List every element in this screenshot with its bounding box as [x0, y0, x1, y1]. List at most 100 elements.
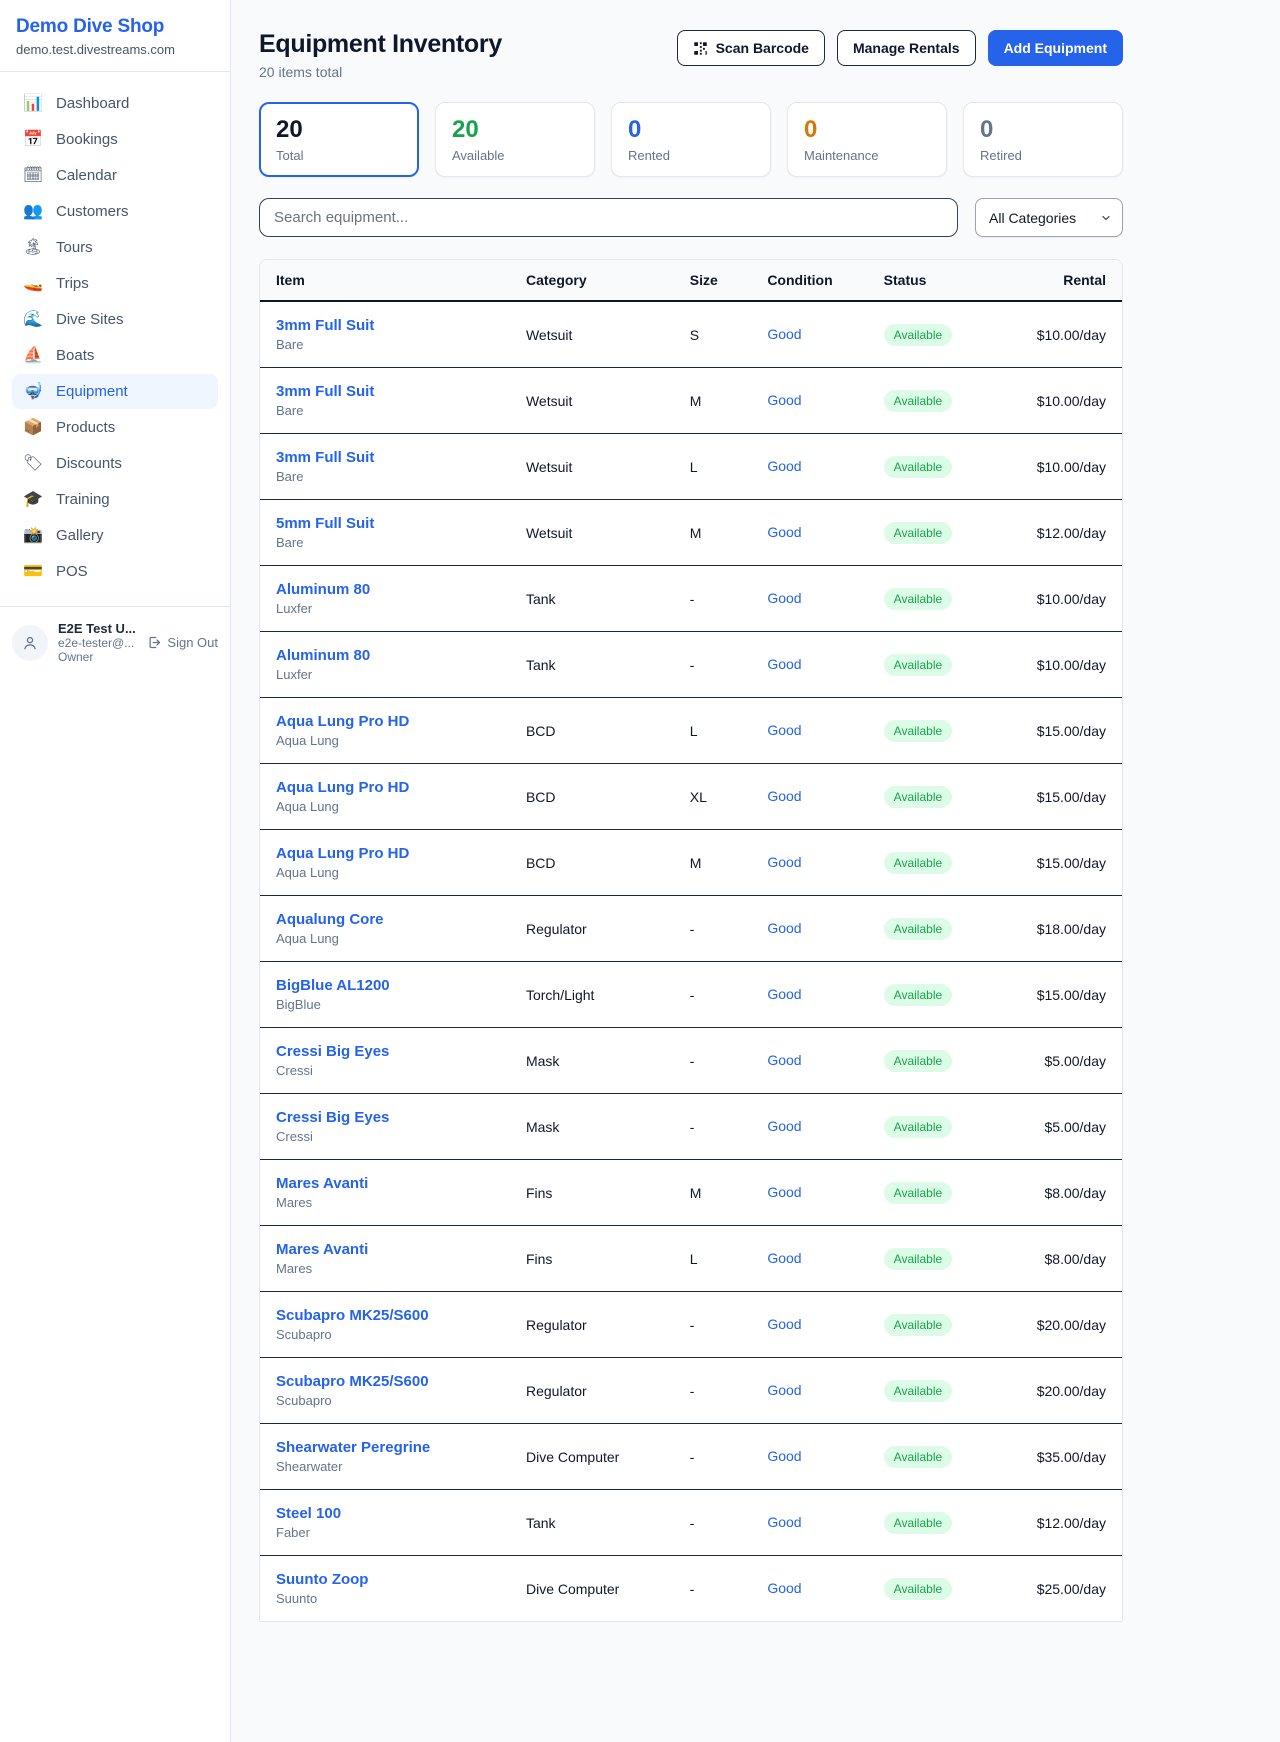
item-category: Wetsuit	[509, 301, 674, 368]
item-name-link[interactable]: Aqua Lung Pro HD	[276, 845, 410, 862]
item-size: S	[673, 301, 752, 368]
item-condition-link[interactable]: Good	[767, 325, 802, 342]
add-equipment-button[interactable]: Add Equipment	[987, 30, 1123, 66]
scan-barcode-button[interactable]: Scan Barcode	[676, 30, 825, 66]
diving-mask-icon: 🤿	[23, 382, 43, 400]
item-condition-link[interactable]: Good	[767, 1117, 802, 1134]
item-name-link[interactable]: Cressi Big Eyes	[276, 1043, 390, 1060]
sign-out-button[interactable]: Sign Out	[147, 635, 218, 650]
item-rental-rate: $35.00/day	[1001, 1423, 1122, 1490]
item-condition-link[interactable]: Good	[767, 1447, 802, 1464]
item-category: Mask	[509, 1027, 674, 1094]
sidebar-item-customers[interactable]: 👥 Customers	[12, 194, 218, 229]
item-size: L	[673, 1225, 752, 1292]
sidebar-item-discounts[interactable]: 🏷 Discounts	[12, 446, 218, 481]
sidebar-item-trips[interactable]: 🚤 Trips	[12, 266, 218, 301]
item-rental-rate: $15.00/day	[1001, 961, 1122, 1028]
status-badge: Available	[883, 323, 953, 346]
sidebar-item-pos[interactable]: 💳 POS	[12, 554, 218, 589]
manage-rentals-button[interactable]: Manage Rentals	[836, 30, 976, 66]
item-condition-link[interactable]: Good	[767, 1249, 802, 1266]
item-condition-link[interactable]: Good	[767, 1315, 802, 1332]
sidebar-item-label: Customers	[56, 203, 129, 220]
stat-card[interactable]: 0 Maintenance	[787, 102, 947, 177]
item-condition-link[interactable]: Good	[767, 721, 802, 738]
item-name-link[interactable]: Mares Avanti	[276, 1175, 369, 1192]
item-rental-rate: $8.00/day	[1001, 1225, 1122, 1292]
sidebar-item-equipment[interactable]: 🤿 Equipment	[12, 374, 218, 409]
item-condition-link[interactable]: Good	[767, 523, 802, 540]
item-name-link[interactable]: Scubapro MK25/S600	[276, 1373, 429, 1390]
item-name-link[interactable]: 3mm Full Suit	[276, 317, 375, 334]
item-name-link[interactable]: Steel 100	[276, 1505, 342, 1522]
item-condition-link[interactable]: Good	[767, 391, 802, 408]
item-name-link[interactable]: Aqua Lung Pro HD	[276, 713, 410, 730]
item-name-link[interactable]: Cressi Big Eyes	[276, 1109, 390, 1126]
sidebar: Demo Dive Shop demo.test.divestreams.com…	[0, 0, 231, 1742]
sidebar-item-products[interactable]: 📦 Products	[12, 410, 218, 445]
search-input[interactable]	[259, 198, 958, 237]
item-name-link[interactable]: Aqualung Core	[276, 911, 384, 928]
status-badge: Available	[883, 1577, 953, 1600]
sidebar-item-tours[interactable]: 🏝 Tours	[12, 230, 218, 265]
sidebar-item-label: Tours	[56, 239, 93, 256]
stat-card[interactable]: 20 Available	[435, 102, 595, 177]
item-condition-link[interactable]: Good	[767, 853, 802, 870]
stat-value: 0	[628, 116, 642, 143]
item-brand: Mares	[276, 1195, 313, 1210]
item-name-link[interactable]: 5mm Full Suit	[276, 515, 375, 532]
sidebar-item-training[interactable]: 🎓 Training	[12, 482, 218, 517]
column-header-condition: Condition	[751, 260, 868, 302]
item-condition-link[interactable]: Good	[767, 1579, 802, 1596]
item-size: M	[673, 1159, 752, 1226]
stat-card[interactable]: 0 Retired	[963, 102, 1123, 177]
item-brand: Aqua Lung	[276, 865, 339, 880]
item-size: L	[673, 697, 752, 764]
stat-card[interactable]: 20 Total	[259, 102, 419, 177]
item-condition-link[interactable]: Good	[767, 589, 802, 606]
item-category: Wetsuit	[509, 433, 674, 500]
header-actions: Scan Barcode Manage Rentals Add Equipmen…	[676, 30, 1123, 66]
item-name-link[interactable]: BigBlue AL1200	[276, 977, 390, 994]
item-condition-link[interactable]: Good	[767, 655, 802, 672]
category-filter-select[interactable]: All Categories	[975, 198, 1123, 237]
item-condition-link[interactable]: Good	[767, 919, 802, 936]
sidebar-item-label: Equipment	[56, 383, 128, 400]
item-name-link[interactable]: Aluminum 80	[276, 647, 371, 664]
item-name-link[interactable]: 3mm Full Suit	[276, 449, 375, 466]
sidebar-item-bookings[interactable]: 📅 Bookings	[12, 122, 218, 157]
package-icon: 📦	[23, 418, 43, 436]
item-condition-link[interactable]: Good	[767, 1513, 802, 1530]
tag-icon: 🏷	[22, 454, 44, 472]
item-condition-link[interactable]: Good	[767, 1381, 802, 1398]
item-condition-link[interactable]: Good	[767, 1183, 802, 1200]
item-name-link[interactable]: Shearwater Peregrine	[276, 1439, 431, 1456]
status-badge: Available	[883, 1181, 953, 1204]
sidebar-item-dashboard[interactable]: 📊 Dashboard	[12, 86, 218, 121]
item-name-link[interactable]: 3mm Full Suit	[276, 383, 375, 400]
item-category: BCD	[509, 829, 674, 896]
item-name-link[interactable]: Mares Avanti	[276, 1241, 369, 1258]
item-rental-rate: $20.00/day	[1001, 1291, 1122, 1358]
item-rental-rate: $5.00/day	[1001, 1027, 1122, 1094]
item-name-link[interactable]: Suunto Zoop	[276, 1571, 369, 1588]
item-name-link[interactable]: Aqua Lung Pro HD	[276, 779, 410, 796]
table-row: 5mm Full Suit Bare Wetsuit M Good Availa…	[260, 499, 1122, 566]
item-brand: Suunto	[276, 1591, 318, 1606]
item-name-link[interactable]: Aluminum 80	[276, 581, 371, 598]
item-condition-link[interactable]: Good	[767, 985, 802, 1002]
sidebar-item-dive-sites[interactable]: 🌊 Dive Sites	[12, 302, 218, 337]
sidebar-item-calendar[interactable]: 🗓 Calendar	[12, 158, 218, 193]
sidebar-item-gallery[interactable]: 📸 Gallery	[12, 518, 218, 553]
item-condition-link[interactable]: Good	[767, 787, 802, 804]
item-condition-link[interactable]: Good	[767, 457, 802, 474]
stat-card[interactable]: 0 Rented	[611, 102, 771, 177]
item-size: -	[673, 565, 752, 632]
item-name-link[interactable]: Scubapro MK25/S600	[276, 1307, 429, 1324]
sidebar-item-boats[interactable]: ⛵ Boats	[12, 338, 218, 373]
item-size: -	[689, 1580, 695, 1597]
item-rental-rate: $10.00/day	[1001, 301, 1122, 368]
table-header-row: Item Category Size Condition Status Rent…	[260, 260, 1122, 302]
item-condition-link[interactable]: Good	[767, 1051, 802, 1068]
credit-card-icon: 💳	[23, 562, 43, 580]
